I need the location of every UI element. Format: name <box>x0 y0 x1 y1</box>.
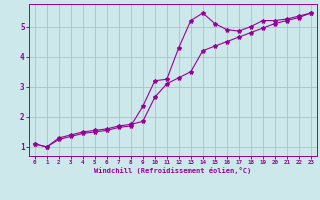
X-axis label: Windchill (Refroidissement éolien,°C): Windchill (Refroidissement éolien,°C) <box>94 167 252 174</box>
